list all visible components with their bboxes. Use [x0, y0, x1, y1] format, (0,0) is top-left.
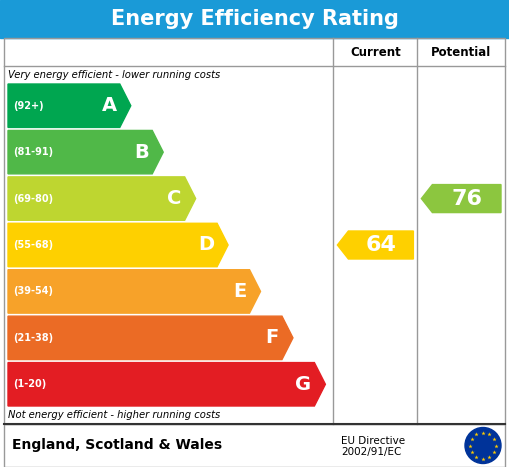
Text: 64: 64 — [365, 235, 397, 255]
Text: (39-54): (39-54) — [13, 286, 53, 297]
Text: Current: Current — [350, 45, 401, 58]
Polygon shape — [8, 130, 163, 174]
Bar — [0, 0, 509, 38]
Polygon shape — [8, 177, 195, 220]
Circle shape — [465, 427, 501, 464]
Text: (92+): (92+) — [13, 101, 44, 111]
Text: EU Directive: EU Directive — [342, 436, 406, 446]
Text: Energy Efficiency Rating: Energy Efficiency Rating — [110, 9, 399, 29]
Text: F: F — [266, 328, 279, 347]
Polygon shape — [8, 362, 325, 406]
Text: G: G — [295, 375, 312, 394]
Text: (21-38): (21-38) — [13, 333, 53, 343]
Text: A: A — [102, 96, 117, 115]
Text: 2002/91/EC: 2002/91/EC — [342, 446, 402, 457]
Text: E: E — [233, 282, 246, 301]
Polygon shape — [8, 84, 131, 127]
Text: D: D — [198, 235, 214, 255]
Bar — [4, 424, 505, 467]
Text: Not energy efficient - higher running costs: Not energy efficient - higher running co… — [8, 410, 220, 420]
Text: (1-20): (1-20) — [13, 379, 46, 389]
Text: (55-68): (55-68) — [13, 240, 53, 250]
Text: (69-80): (69-80) — [13, 193, 53, 204]
Polygon shape — [337, 231, 413, 259]
Text: 76: 76 — [451, 189, 482, 209]
Text: Potential: Potential — [431, 45, 491, 58]
Polygon shape — [421, 184, 501, 212]
Polygon shape — [8, 223, 228, 267]
Text: (81-91): (81-91) — [13, 147, 53, 157]
Polygon shape — [8, 316, 293, 360]
Text: B: B — [134, 142, 149, 162]
Polygon shape — [8, 270, 261, 313]
Bar — [4, 38, 505, 424]
Text: England, Scotland & Wales: England, Scotland & Wales — [12, 439, 222, 453]
Text: Very energy efficient - lower running costs: Very energy efficient - lower running co… — [8, 70, 220, 80]
Text: C: C — [167, 189, 182, 208]
